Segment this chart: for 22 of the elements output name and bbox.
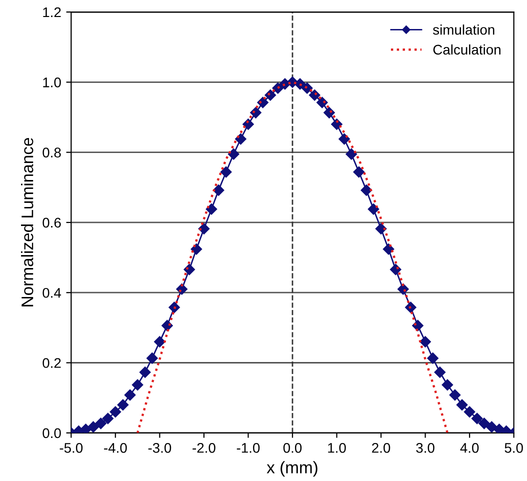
x-tick-label: 0.0 <box>283 442 302 453</box>
x-tick-label: 3.0 <box>416 442 434 453</box>
x-tick-label: -1.0 <box>236 442 260 453</box>
x-tick-label: -3.0 <box>148 442 172 453</box>
y-tick-label: 0.2 <box>42 358 61 368</box>
legend-label: simulation <box>433 24 494 35</box>
x-tick-label: -4.0 <box>104 442 127 453</box>
x-tick-label: -5.0 <box>60 442 83 453</box>
y-tick-label: 1.0 <box>43 78 61 88</box>
y-tick-label: 0.8 <box>42 148 61 158</box>
y-tick-label: 0.4 <box>42 288 62 298</box>
x-tick-label: 2.0 <box>372 442 390 453</box>
y-tick-label: 1.2 <box>43 7 61 18</box>
y-tick-label: 0.0 <box>42 428 61 438</box>
x-tick-label: -2.0 <box>192 442 216 453</box>
x-tick-label: 5.0 <box>504 442 523 453</box>
x-axis-title: x (mm) <box>266 461 318 477</box>
x-tick-label: 4.0 <box>460 442 479 453</box>
x-tick-label: 1.0 <box>328 442 346 453</box>
y-axis-title: Normalized Luminance <box>21 138 34 306</box>
legend-label: Calculation <box>433 44 500 55</box>
y-tick-label: 0.6 <box>42 218 61 228</box>
